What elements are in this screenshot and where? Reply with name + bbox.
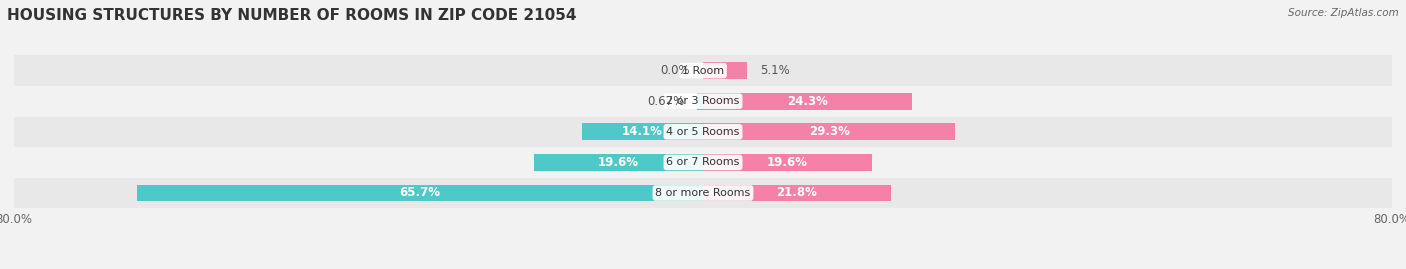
Text: 14.1%: 14.1%: [621, 125, 662, 138]
Bar: [14, 147, 1392, 178]
Text: 5.1%: 5.1%: [759, 64, 790, 77]
Text: 1 Room: 1 Room: [682, 66, 724, 76]
Text: HOUSING STRUCTURES BY NUMBER OF ROOMS IN ZIP CODE 21054: HOUSING STRUCTURES BY NUMBER OF ROOMS IN…: [7, 8, 576, 23]
Bar: [14, 116, 1392, 147]
Bar: [14, 55, 1392, 86]
Text: 19.6%: 19.6%: [598, 156, 640, 169]
Text: 29.3%: 29.3%: [808, 125, 849, 138]
Bar: [14, 86, 1392, 116]
Text: 4 or 5 Rooms: 4 or 5 Rooms: [666, 127, 740, 137]
Text: 65.7%: 65.7%: [399, 186, 440, 200]
Text: 8 or more Rooms: 8 or more Rooms: [655, 188, 751, 198]
Bar: [697, 93, 703, 110]
Bar: [703, 185, 891, 201]
Bar: [703, 123, 955, 140]
Text: 0.67%: 0.67%: [647, 95, 685, 108]
Bar: [703, 62, 747, 79]
Text: 0.0%: 0.0%: [661, 64, 690, 77]
Text: 6 or 7 Rooms: 6 or 7 Rooms: [666, 157, 740, 167]
Text: 19.6%: 19.6%: [766, 156, 808, 169]
Bar: [582, 123, 703, 140]
Text: 2 or 3 Rooms: 2 or 3 Rooms: [666, 96, 740, 106]
Bar: [138, 185, 703, 201]
Bar: [534, 154, 703, 171]
Text: Source: ZipAtlas.com: Source: ZipAtlas.com: [1288, 8, 1399, 18]
Text: 21.8%: 21.8%: [776, 186, 817, 200]
Bar: [703, 154, 872, 171]
Bar: [703, 93, 912, 110]
Bar: [14, 178, 1392, 208]
Text: 24.3%: 24.3%: [787, 95, 828, 108]
